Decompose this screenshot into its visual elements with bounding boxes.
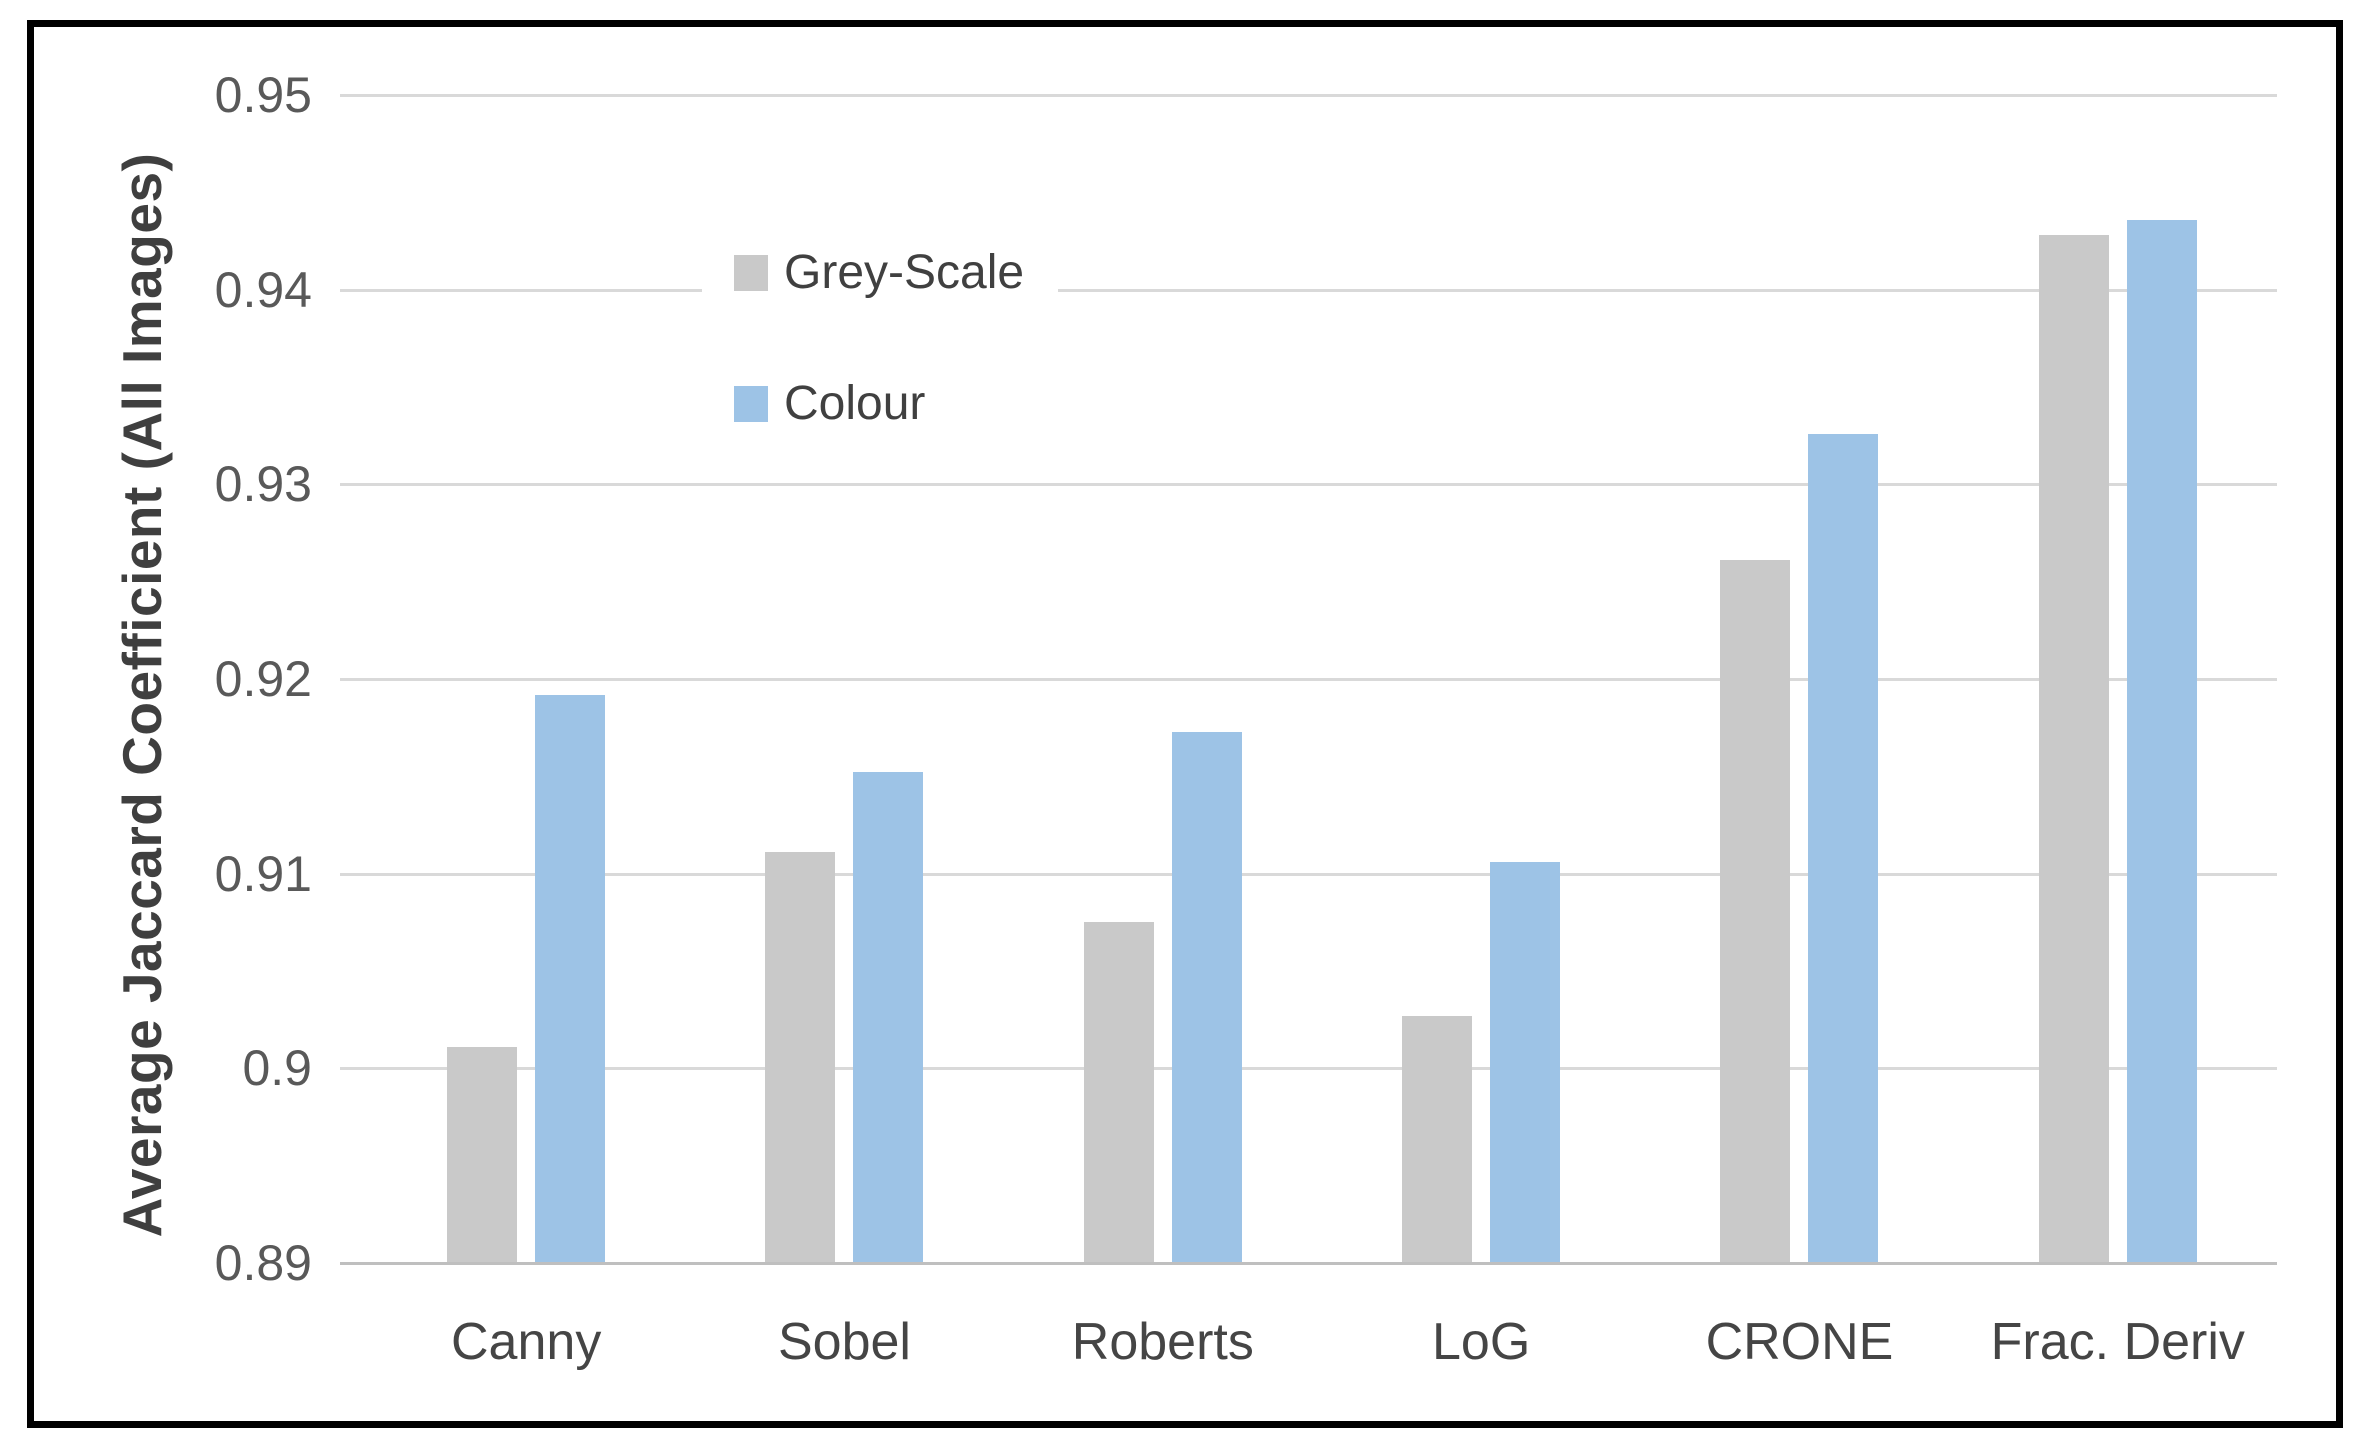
bar-grey-scale-sobel (765, 852, 836, 1263)
bar-grey-scale-canny (447, 1046, 518, 1263)
plot-area: Grey-Scale Colour (340, 94, 2277, 1265)
x-axis-label-sobel: Sobel (777, 1313, 911, 1371)
bar-group-canny (367, 95, 685, 1263)
x-axis-line (340, 1262, 2277, 1265)
bar-grey-scale-roberts (1083, 922, 1154, 1263)
y-tick-label-0-94: 0.94 (214, 261, 312, 318)
y-tick-label-0-91: 0.91 (214, 845, 312, 902)
legend-swatch-grey-scale-icon (734, 254, 768, 291)
gridline-0-94 (340, 288, 2277, 292)
bar-grey-scale-frac-deriv (2038, 235, 2109, 1263)
gridline-0-95 (340, 94, 2277, 97)
bar-colour-frac-deriv (2126, 219, 2197, 1263)
y-axis-tick-labels: 0.89 0.9 0.91 0.92 0.93 0.94 0.95 (0, 67, 312, 1291)
legend-label-grey-scale: Grey-Scale (784, 246, 1025, 299)
y-tick-label-0-93: 0.93 (214, 456, 312, 513)
legend-item-colour: Colour (734, 376, 1024, 431)
legend-label-colour: Colour (784, 377, 926, 430)
x-axis-label-frac-deriv: Frac. Deriv (1990, 1313, 2245, 1371)
bar-colour-crone (1808, 433, 1879, 1263)
bar-group-roberts (1004, 95, 1322, 1263)
bars-layer (367, 95, 2277, 1263)
legend: Grey-Scale Colour (702, 233, 1059, 447)
bar-group-frac-deriv (1959, 95, 2277, 1263)
gridline-0-93 (340, 483, 2277, 487)
gridline-0-91 (340, 872, 2277, 876)
x-axis-category-labels: Canny Sobel Roberts LoG CRONE Frac. Deriv (367, 1312, 2277, 1372)
legend-swatch-colour-icon (734, 385, 768, 422)
gridline-0-92 (340, 678, 2277, 681)
bar-grey-scale-log (1402, 1015, 1473, 1263)
bar-group-crone (1640, 95, 1958, 1263)
x-axis-label-roberts: Roberts (1071, 1313, 1254, 1371)
y-tick-label-0-9: 0.9 (242, 1040, 312, 1097)
bar-colour-roberts (1171, 731, 1242, 1263)
bar-colour-canny (535, 694, 606, 1263)
y-tick-label-0-92: 0.92 (214, 651, 312, 707)
y-tick-label-0-89: 0.89 (214, 1235, 312, 1291)
legend-item-grey-scale: Grey-Scale (734, 245, 1024, 300)
bar-colour-sobel (853, 772, 924, 1263)
x-axis-label-canny: Canny (451, 1313, 602, 1371)
gridline-0-9 (340, 1067, 2277, 1071)
y-tick-label-0-95: 0.95 (214, 67, 312, 123)
bar-grey-scale-crone (1720, 560, 1791, 1263)
bar-group-log (1322, 95, 1640, 1263)
bar-group-sobel (685, 95, 1003, 1263)
bar-colour-log (1490, 862, 1561, 1263)
x-axis-label-log: LoG (1432, 1313, 1531, 1371)
x-axis-label-crone: CRONE (1705, 1313, 1894, 1371)
